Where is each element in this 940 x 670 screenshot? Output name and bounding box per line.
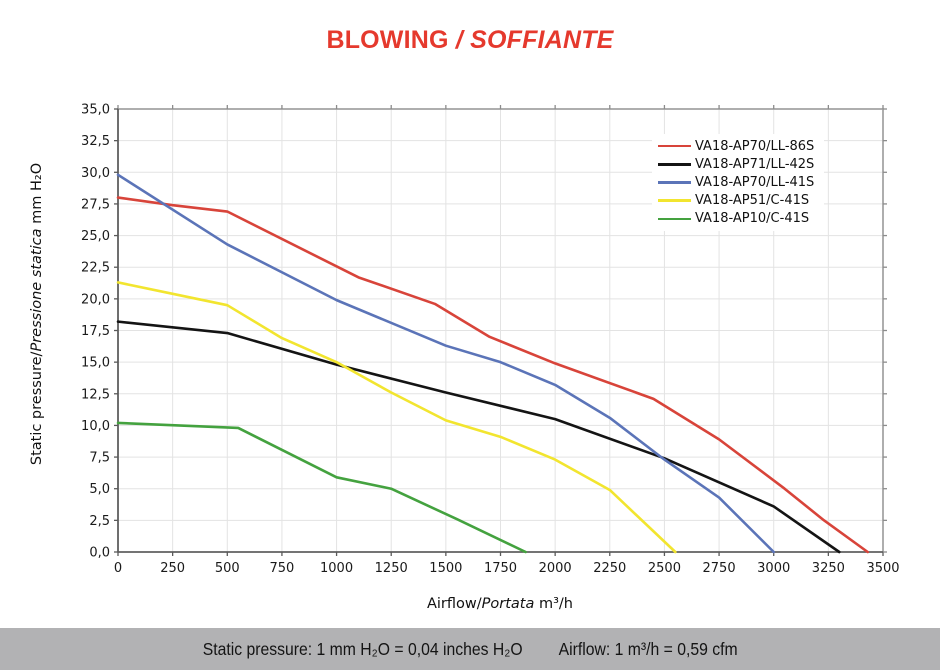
y-axis-title-it: Pressione statica [29, 228, 45, 352]
x-axis-title: Airflow/Portata m³/h [200, 596, 800, 612]
x-tick-label: 2500 [648, 561, 681, 576]
legend-label: VA18-AP51/C-41S [695, 193, 810, 209]
legend-item: VA18-AP70/LL-86S [658, 137, 814, 155]
conversion-notes: Static pressure: 1 mm H₂O = 0,04 inches … [203, 639, 738, 660]
x-tick-label: 1500 [429, 561, 462, 576]
legend-item: VA18-AP71/LL-42S [658, 155, 814, 173]
x-tick-label: 3500 [866, 561, 899, 576]
y-tick-label: 35,0 [81, 103, 110, 118]
legend-item: VA18-AP10/C-41S [658, 210, 814, 228]
y-axis-title-unit: mm H₂O [29, 162, 45, 229]
x-tick-label: 0 [114, 561, 122, 576]
y-tick-label: 30,0 [81, 166, 110, 181]
x-tick-label: 3000 [757, 561, 790, 576]
x-tick-label: 750 [270, 561, 295, 576]
y-tick-label: 7,5 [89, 451, 110, 466]
series-line-VA18-AP71/LL-42S [116, 320, 841, 554]
legend-swatch [658, 199, 691, 202]
series-line-VA18-AP51/C-41S [116, 281, 677, 554]
y-tick-label: 17,5 [81, 324, 110, 339]
y-tick-label: 0,0 [89, 546, 110, 561]
y-axis-title: Static pressure/Pressione statica mm H₂O [29, 84, 51, 544]
x-tick-label: 1750 [484, 561, 517, 576]
x-tick-label: 2750 [703, 561, 736, 576]
y-tick-label: 32,5 [81, 134, 110, 149]
legend: VA18-AP70/LL-86S VA18-AP71/LL-42S VA18-AP7… [652, 134, 825, 231]
x-tick-label: 2000 [539, 561, 572, 576]
y-tick-label: 10,0 [81, 419, 110, 434]
x-tick-label: 1250 [375, 561, 408, 576]
legend-swatch [658, 217, 691, 221]
y-tick-label: 12,5 [81, 387, 110, 402]
legend-label: VA18-AP10/C-41S [695, 211, 810, 227]
y-axis-title-en: Static pressure/ [29, 351, 45, 466]
y-tick-label: 22,5 [81, 261, 110, 276]
x-axis-title-it: Portata [481, 596, 535, 612]
legend-label: VA18-AP70/LL-86S [695, 138, 815, 154]
x-tick-label: 1000 [320, 561, 353, 576]
legend-label: VA18-AP71/LL-42S [695, 156, 815, 172]
chart-title-normal: BLOWING [326, 26, 456, 54]
y-tick-label: 5,0 [89, 482, 110, 497]
y-tick-label: 2,5 [89, 514, 110, 529]
x-tick-label: 250 [160, 561, 185, 576]
legend-item: VA18-AP51/C-41S [658, 192, 814, 210]
x-axis-title-unit: m³/h [534, 596, 573, 612]
x-tick-label: 2250 [593, 561, 626, 576]
pressure-conversion-note: Static pressure: 1 mm H₂O = 0,04 inches … [202, 638, 523, 659]
y-tick-label: 15,0 [81, 356, 110, 371]
legend-swatch [658, 144, 691, 148]
legend-swatch [658, 162, 691, 166]
legend-swatch [658, 181, 691, 184]
series-line-VA18-AP70/LL-41S [116, 173, 776, 554]
y-tick-label: 27,5 [81, 197, 110, 212]
legend-label: VA18-AP70/LL-41S [695, 174, 815, 190]
y-tick-label: 20,0 [81, 292, 110, 307]
series-line-VA18-AP70/LL-86S [116, 196, 870, 554]
series-line-VA18-AP10/C-41S [116, 421, 527, 554]
legend-item: VA18-AP70/LL-41S [658, 173, 814, 191]
x-axis-title-en: Airflow/ [426, 596, 482, 612]
y-tick-label: 25,0 [81, 229, 110, 244]
chart-title-italic: / SOFFIANTE [455, 26, 614, 54]
footer-bar: Static pressure: 1 mm H₂O = 0,04 inches … [0, 628, 940, 670]
airflow-conversion-note: Airflow: 1 m³/h = 0,59 cfm [558, 638, 738, 659]
x-tick-label: 3250 [812, 561, 845, 576]
chart-title: BLOWING / SOFFIANTE [0, 26, 940, 55]
x-tick-label: 500 [215, 561, 240, 576]
